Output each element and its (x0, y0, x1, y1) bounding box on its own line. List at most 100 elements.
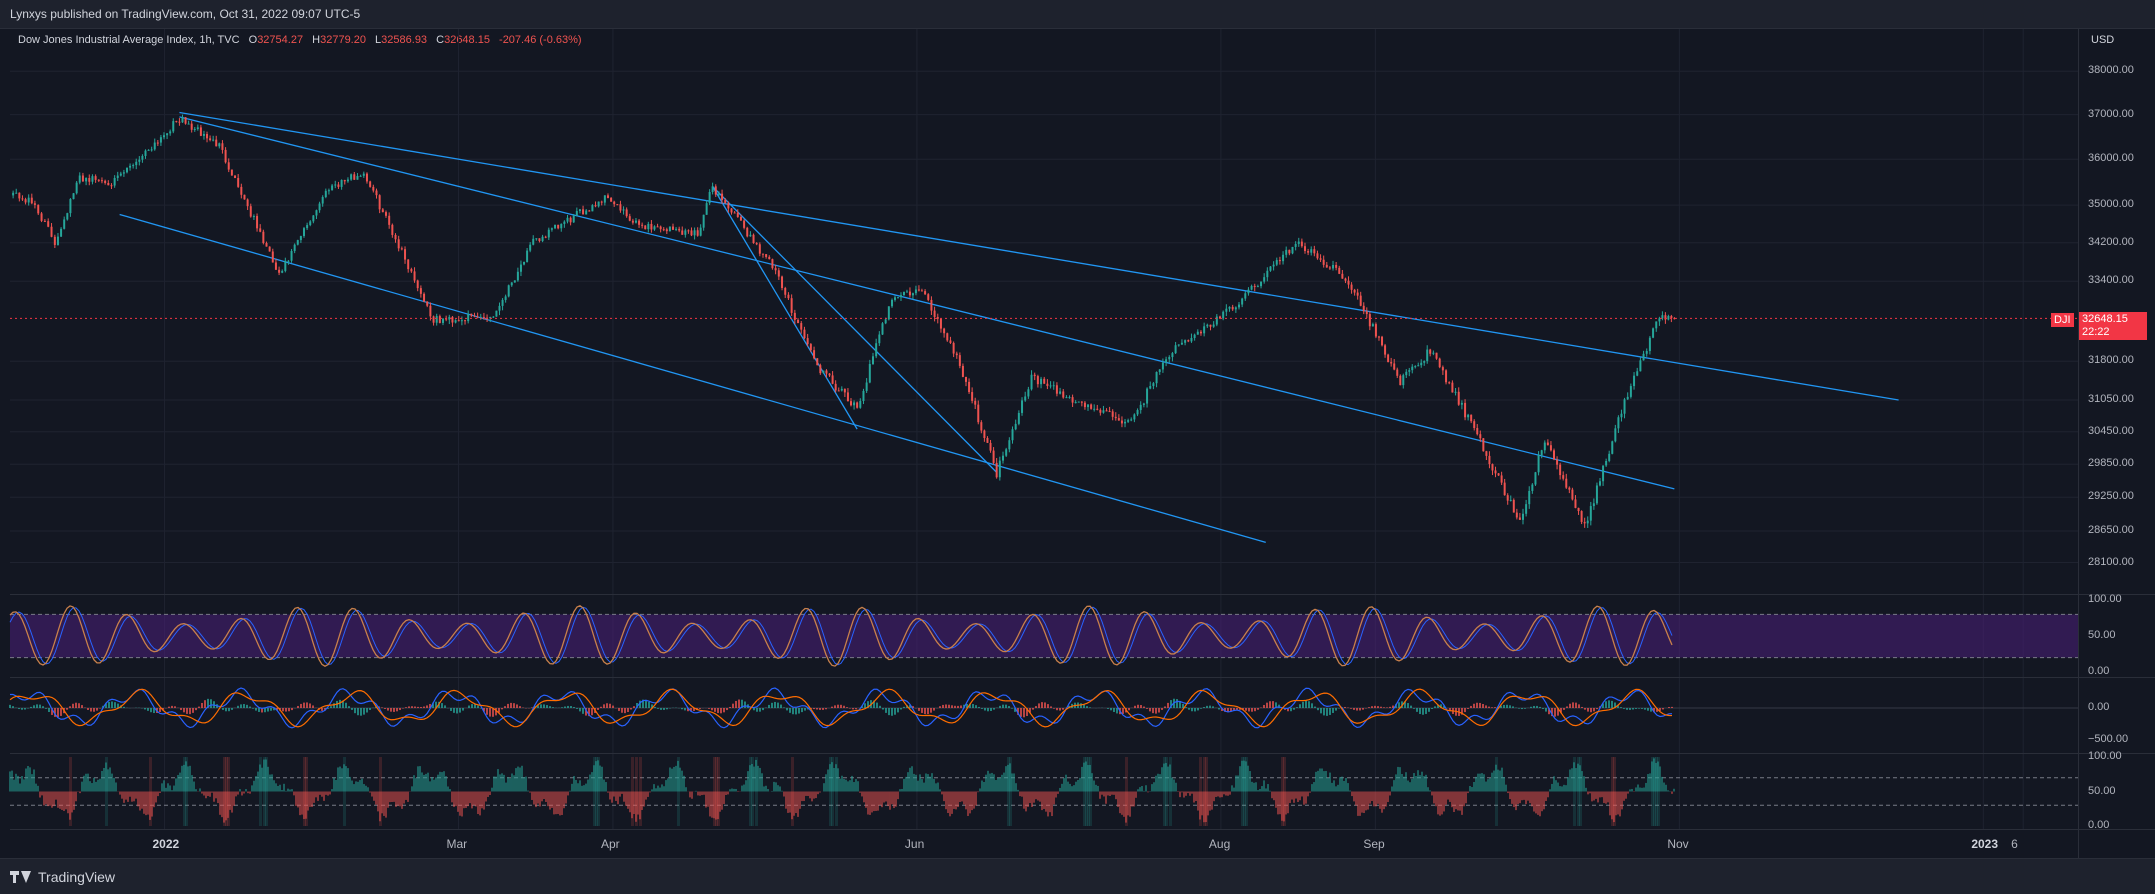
candle-body (1347, 280, 1350, 285)
candle-body (696, 230, 699, 236)
candle-body (340, 179, 343, 187)
candle-body (1241, 298, 1244, 305)
candle-body (671, 226, 674, 230)
candle-body (1184, 340, 1187, 343)
candle-body (1491, 464, 1494, 471)
candle-body (252, 216, 255, 218)
pane-separator-osc[interactable] (10, 753, 2155, 754)
candle-body (1667, 316, 1670, 320)
symbol-name[interactable]: Dow Jones Industrial Average Index, 1h, … (18, 34, 240, 46)
candle-body (1099, 409, 1102, 413)
candle-body (1237, 304, 1240, 308)
candle-body (800, 323, 803, 330)
candle-body (1155, 372, 1158, 384)
candle-body (187, 123, 190, 125)
pane-separator-rsi[interactable] (10, 594, 2155, 595)
osc-highlight (1089, 757, 1092, 826)
candle-body (656, 226, 659, 228)
candle-body (538, 238, 541, 242)
candle-body (482, 316, 485, 318)
candle-body (486, 317, 489, 319)
macd-signal-line (9, 688, 1673, 728)
candle-body (107, 182, 110, 186)
candle-body (816, 358, 819, 366)
candle-body (793, 312, 796, 320)
candle-body (1633, 375, 1636, 387)
time-tick: Aug (1208, 837, 1231, 851)
indicator-tick: 50.00 (2088, 784, 2116, 797)
candle-body (603, 195, 606, 203)
candle-body (917, 289, 920, 291)
candle-body (365, 173, 368, 182)
pane-separator-macd[interactable] (10, 677, 2155, 678)
candle-body (891, 299, 894, 307)
candle-body (859, 400, 862, 408)
candle-body (172, 121, 175, 132)
candle-body (575, 211, 578, 216)
candle-body (274, 262, 277, 270)
candle-body (687, 230, 690, 232)
candle-body (33, 203, 36, 205)
candle-body (711, 186, 714, 193)
candle-body (881, 323, 884, 335)
close-value: 32648.15 (444, 34, 490, 46)
candle-body (1559, 464, 1562, 476)
macd-indicator (9, 687, 2078, 729)
candle-body (1528, 490, 1531, 505)
candle-body (971, 392, 974, 401)
candle-body (1083, 402, 1086, 408)
candle-body (1105, 410, 1108, 412)
price-axis[interactable]: USD 38000.00 37000.00 36000.00 35000.00 3420… (2078, 29, 2155, 858)
candle-body (331, 185, 334, 191)
candle-body (1335, 264, 1338, 268)
candle-body (479, 316, 482, 318)
candle-body (1291, 246, 1294, 254)
candle-body (1426, 349, 1429, 362)
candle-body (492, 316, 495, 318)
candle-body (397, 239, 400, 249)
price-tick: 35000.00 (2088, 198, 2134, 211)
candle-body (230, 169, 233, 176)
candle-body (1402, 375, 1405, 386)
osc-highlight (751, 757, 754, 826)
osc-highlight (1199, 757, 1202, 826)
osc-highlight (183, 757, 186, 826)
candle-body (733, 212, 736, 214)
candle-body (1518, 517, 1521, 520)
candle-body (1393, 363, 1396, 370)
osc-highlight (1243, 757, 1246, 826)
time-tick: 2022 (152, 837, 180, 851)
candle-body (1556, 459, 1559, 465)
candle-body (116, 175, 119, 178)
candle-body (628, 216, 631, 221)
candle-body (992, 450, 995, 463)
candle-body (774, 268, 777, 271)
osc-highlight (791, 757, 794, 826)
price-tick: 33400.00 (2088, 274, 2134, 287)
candle-body (1473, 421, 1476, 429)
candle-body (1177, 344, 1180, 346)
candle-body (457, 320, 460, 322)
candle-body (1218, 316, 1221, 319)
candle-body (924, 291, 927, 295)
candle-body (650, 223, 653, 230)
tradingview-logo[interactable]: TradingView (10, 869, 115, 885)
osc-highlight (379, 757, 382, 826)
candle-body (1464, 402, 1467, 418)
osc-highlight (677, 757, 680, 826)
candle-body (544, 236, 547, 238)
candle-body (1543, 442, 1546, 451)
candle-body (184, 117, 187, 124)
candle-body (1253, 285, 1256, 287)
candle-body (714, 186, 717, 195)
indicator-tick: 50.00 (2088, 629, 2116, 641)
candle-body (15, 192, 18, 194)
candle-body (150, 149, 153, 151)
osc-highlight (1007, 757, 1010, 826)
candle-body (271, 251, 274, 263)
candle-body (1077, 401, 1080, 403)
candle-body (983, 430, 986, 438)
candle-body (902, 291, 905, 296)
candle-body (1158, 369, 1161, 373)
